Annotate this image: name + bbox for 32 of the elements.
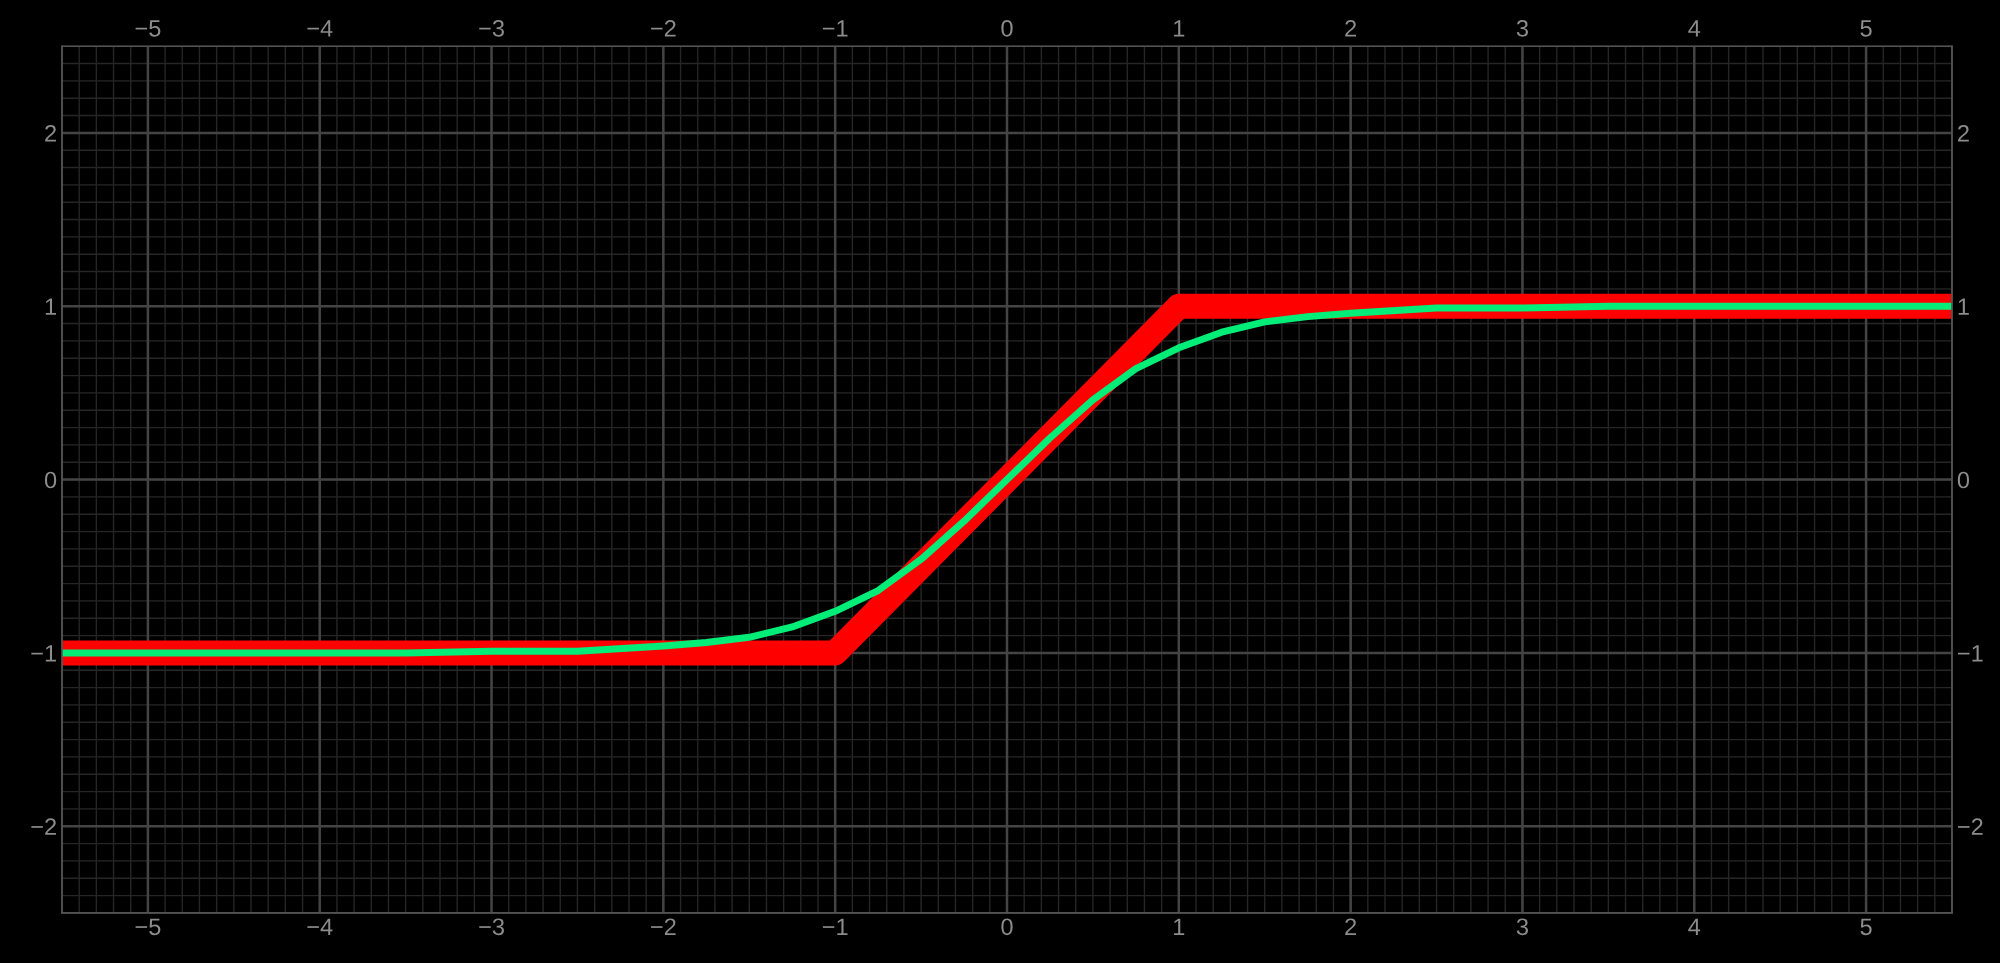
x-tick-label: −5	[135, 918, 161, 936]
y2-tick-label: 1	[1958, 298, 1969, 315]
y-tick-label: −1	[31, 645, 56, 662]
x-tick-label: 2	[1345, 918, 1357, 935]
x-tick-label: 0	[1001, 918, 1013, 936]
x-tick-label: −3	[479, 918, 504, 936]
y2-tick-label: 2	[1958, 124, 1969, 142]
x-tick-label: −4	[307, 918, 333, 935]
y-tick-label: 2	[45, 124, 56, 142]
x2-tick-label: −1	[822, 20, 848, 37]
x2-tick-label: −3	[479, 19, 504, 37]
x2-tick-label: 2	[1345, 19, 1357, 37]
y-tick-label: −2	[31, 818, 56, 835]
x-tick-label: −1	[822, 918, 848, 935]
x2-tick-label: 1	[1174, 20, 1185, 37]
x2-tick-label: 0	[1001, 19, 1013, 37]
y2-tick-label: 0	[1957, 471, 1970, 489]
x-tick-label: 4	[1688, 918, 1701, 935]
x2-tick-label: −4	[307, 20, 333, 37]
x2-tick-label: 4	[1688, 20, 1701, 37]
y2-tick-label: −2	[1958, 818, 1983, 835]
x-tick-label: 1	[1174, 918, 1185, 935]
x-tick-label: 3	[1516, 918, 1528, 936]
x-tick-label: −2	[651, 918, 676, 935]
y-tick-label: 0	[44, 471, 57, 489]
x2-tick-label: −2	[651, 19, 676, 37]
x-tick-label: 5	[1860, 918, 1872, 936]
y-tick-label: 1	[45, 298, 56, 315]
y2-tick-label: −1	[1958, 645, 1983, 662]
x2-tick-label: 3	[1516, 19, 1528, 37]
x2-tick-label: 5	[1860, 20, 1872, 37]
x2-tick-label: −5	[135, 20, 161, 37]
